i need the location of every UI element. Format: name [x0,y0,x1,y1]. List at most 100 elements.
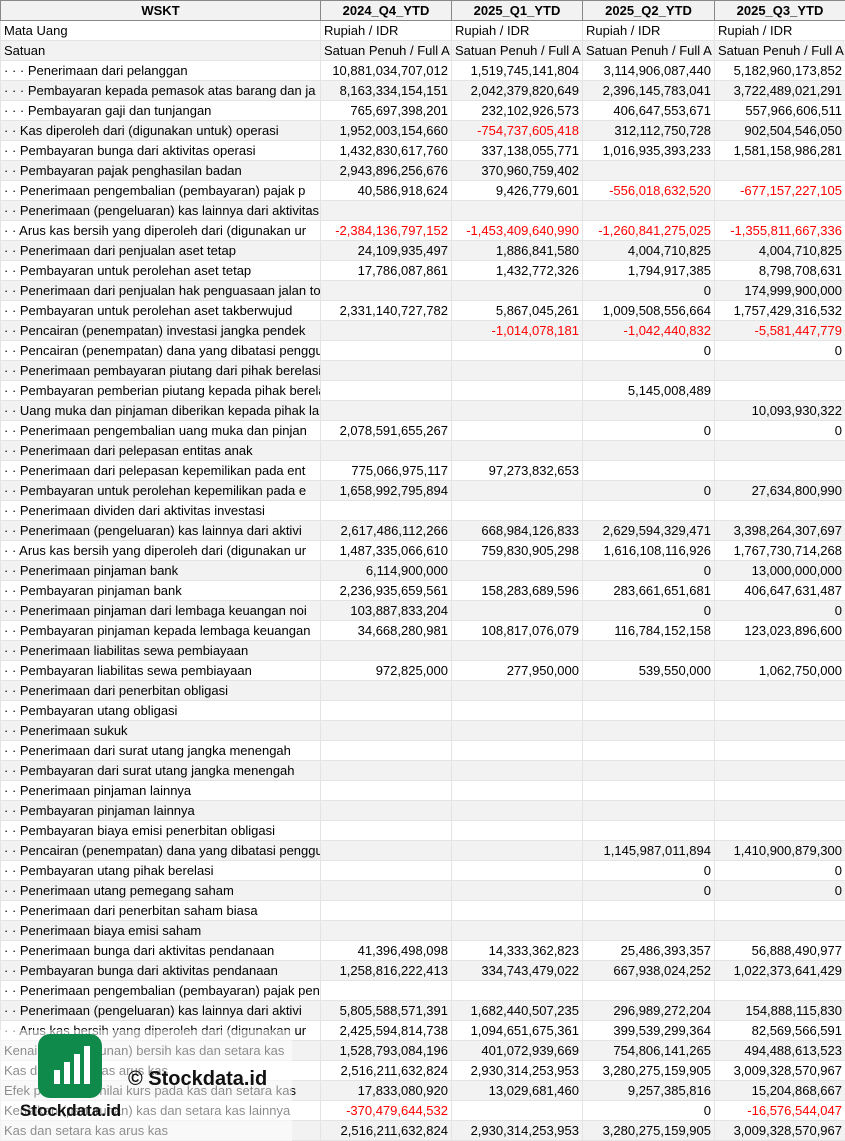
cell: 312,112,750,728 [582,120,715,141]
empty-cell [714,460,845,481]
row-label: · · Arus kas bersih yang diperoleh dari … [0,540,321,561]
empty-cell [582,500,715,521]
row: · · Pembayaran untuk perolehan aset teta… [0,260,845,281]
row-label: · · Pembayaran untuk perolehan kepemilik… [0,480,321,501]
empty-cell [451,740,583,761]
row-label: · · Pembayaran utang obligasi [0,700,321,721]
row-label: · · Penerimaan sukuk [0,720,321,741]
cell: 1,016,935,393,233 [582,140,715,161]
cell: 754,806,141,265 [582,1040,715,1061]
empty-cell [451,600,583,621]
cell: 9,426,779,601 [451,180,583,201]
cell: 123,023,896,600 [714,620,845,641]
cell: Satuan Penuh / Full A [451,40,583,61]
row-label: · · · Penerimaan dari pelanggan [0,60,321,81]
cell: -370,479,644,532 [320,1100,452,1121]
row-label: · · Penerimaan pengembalian uang muka da… [0,420,321,441]
empty-cell [714,900,845,921]
cell: 103,887,833,204 [320,600,452,621]
cell: 1,616,108,116,926 [582,540,715,561]
row: · · Pembayaran biaya emisi penerbitan ob… [0,820,845,841]
row-label: · · Pembayaran liabilitas sewa pembiayaa… [0,660,321,681]
row: · · Pembayaran utang pihak berelasi 0 0 [0,860,845,881]
empty-cell [320,780,452,801]
empty-cell [451,280,583,301]
empty-cell [320,640,452,661]
cell: 0 [582,420,715,441]
cell: 1,487,335,066,610 [320,540,452,561]
row-label: · · Penerimaan dari penerbitan obligasi [0,680,321,701]
empty-cell [320,860,452,881]
row: · · Pembayaran bunga dari aktivitas pend… [0,960,845,981]
row: · · Penerimaan pengembalian (pembayaran)… [0,980,845,1001]
empty-cell [451,900,583,921]
row: Satuan Satuan Penuh / Full A Satuan Penuh … [0,40,845,61]
empty-cell [451,480,583,501]
cell: 34,668,280,981 [320,620,452,641]
empty-cell [582,200,715,221]
cell: 406,647,631,487 [714,580,845,601]
cell: 2,042,379,820,649 [451,80,583,101]
row: · · Pembayaran utang obligasi [0,700,845,721]
empty-cell [451,500,583,521]
empty-cell [714,500,845,521]
cell: 2,425,594,814,738 [320,1020,452,1041]
row: · · Arus kas bersih yang diperoleh dari … [0,540,845,561]
cell: 668,984,126,833 [451,520,583,541]
row: · · Penerimaan pinjaman lainnya [0,780,845,801]
empty-cell [320,980,452,1001]
row: · · Penerimaan (pengeluaran) kas lainnya… [0,200,845,221]
cell: 337,138,055,771 [451,140,583,161]
cell: 775,066,975,117 [320,460,452,481]
cell: -1,014,078,181 [451,320,583,341]
cell: 1,528,793,084,196 [320,1040,452,1061]
cell: 370,960,759,402 [451,160,583,181]
cell: 1,794,917,385 [582,260,715,281]
row: · · Penerimaan liabilitas sewa pembiayaa… [0,640,845,661]
empty-cell [714,360,845,381]
empty-cell [320,320,452,341]
cell: 2,236,935,659,561 [320,580,452,601]
cell: 2,396,145,783,041 [582,80,715,101]
empty-cell [451,860,583,881]
cell: 0 [714,600,845,621]
row: · · Kas diperoleh dari (digunakan untuk)… [0,120,845,141]
cell: 494,488,613,523 [714,1040,845,1061]
row: · · Pembayaran pemberian piutang kepada … [0,380,845,401]
empty-cell [582,800,715,821]
row-label: · · Arus kas bersih yang diperoleh dari … [0,220,321,241]
watermark-caption: © Stockdata.id [128,1068,268,1090]
cell: 3,280,275,159,905 [582,1120,715,1141]
empty-cell [714,160,845,181]
row: · · Pembayaran pinjaman bank 2,236,935,65… [0,580,845,601]
empty-cell [714,700,845,721]
cell: -1,260,841,275,025 [582,220,715,241]
row: · · Penerimaan dividen dari aktivitas in… [0,500,845,521]
row-label: · · Uang muka dan pinjaman diberikan kep… [0,400,321,421]
cell: 399,539,299,364 [582,1020,715,1041]
cell: 1,581,158,986,281 [714,140,845,161]
empty-cell [451,340,583,361]
row-label: · · Pembayaran pemberian piutang kepada … [0,380,321,401]
cell: -2,384,136,797,152 [320,220,452,241]
row-label: · · Penerimaan pinjaman dari lembaga keu… [0,600,321,621]
row: · · Penerimaan dari penerbitan obligasi [0,680,845,701]
cell: 108,817,076,079 [451,620,583,641]
empty-cell [451,840,583,861]
empty-cell [451,760,583,781]
cell: 1,410,900,879,300 [714,840,845,861]
cell: 277,950,000 [451,660,583,681]
row: · · Penerimaan dari surat utang jangka m… [0,740,845,761]
empty-cell [451,200,583,221]
empty-cell [582,680,715,701]
empty-cell [714,780,845,801]
row: · · Penerimaan dari penjualan aset tetap… [0,240,845,261]
empty-cell [320,280,452,301]
empty-cell [582,160,715,181]
cell: 902,504,546,050 [714,120,845,141]
row-label: · · Penerimaan pembayaran piutang dari p… [0,360,321,381]
row: · · Pembayaran liabilitas sewa pembiayaa… [0,660,845,681]
cell: 3,009,328,570,967 [714,1120,845,1141]
cell: 0 [582,880,715,901]
cell: 406,647,553,671 [582,100,715,121]
